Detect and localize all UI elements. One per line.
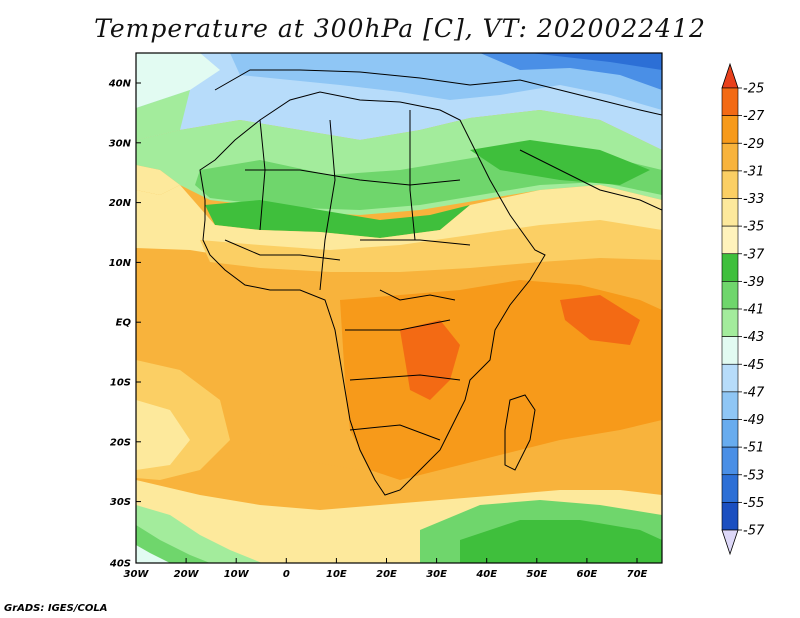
colorbar-swatch — [721, 170, 739, 199]
lat-tick-label: 30S — [110, 497, 131, 508]
lat-tick-label: 10S — [110, 378, 131, 389]
lon-tick-label: 40E — [475, 569, 497, 580]
temperature-field — [136, 53, 662, 563]
lon-tick-label: 10E — [326, 569, 347, 580]
colorbar-swatch — [721, 391, 739, 420]
lon-tick-label: 30E — [426, 569, 447, 580]
colorbar-label: -49 — [743, 413, 764, 428]
lat-tick-label: EQ — [116, 318, 132, 329]
colorbar-swatch — [721, 87, 739, 116]
colorbar-bottom-arrow — [721, 529, 739, 556]
colorbar-swatch — [721, 363, 739, 393]
colorbar-label: -57 — [743, 524, 765, 539]
lon-tick-label: 20E — [376, 569, 397, 580]
colorbar-label: -45 — [743, 358, 764, 373]
colorbar-swatch — [721, 336, 739, 365]
lon-tick-label: 50E — [526, 569, 547, 580]
colorbar-swatch — [721, 253, 739, 282]
colorbar-label: -25 — [743, 82, 764, 97]
lon-tick-label: 70E — [627, 569, 648, 580]
lat-tick-label: 30N — [109, 138, 132, 149]
colorbar: -25 -27 -29 -31 -33 -35 -37 -39 -41 -43 -45 -47 -49 -… — [721, 62, 765, 556]
lon-tick-label: 20W — [174, 569, 200, 580]
colorbar-swatch — [721, 115, 739, 144]
colorbar-swatch — [721, 225, 739, 255]
colorbar-swatch — [721, 446, 739, 476]
lon-tick-label: 0 — [283, 569, 290, 580]
latitude-axis: 40N 30N 20N 10N EQ 10S 20S 30S 40S — [108, 79, 141, 570]
colorbar-label: -39 — [743, 275, 764, 290]
lat-tick-label: 20N — [109, 198, 132, 209]
map-title: Temperature at 300hPa [C], VT: 202002241… — [94, 14, 706, 43]
colorbar-label: -53 — [743, 468, 764, 483]
colorbar-label: -47 — [743, 385, 765, 400]
colorbar-swatch — [721, 419, 739, 448]
longitude-axis: 30W 20W 10W 0 10E 20E 30E 40E 50E 60E 70E — [124, 558, 648, 580]
lon-tick-label: 60E — [577, 569, 598, 580]
map-frame — [135, 52, 663, 564]
colorbar-label: -51 — [743, 441, 764, 456]
colorbar-label: -29 — [743, 137, 764, 152]
colorbar-label: -37 — [743, 247, 765, 262]
colorbar-swatch — [721, 198, 739, 227]
lon-tick-label: 30W — [124, 569, 150, 580]
colorbar-swatch — [721, 502, 739, 531]
colorbar-swatch — [721, 308, 739, 337]
lon-tick-label: 10W — [224, 569, 250, 580]
colorbar-label: -27 — [743, 109, 765, 124]
colorbar-top-arrow — [721, 62, 739, 89]
colorbar-swatch — [721, 142, 739, 172]
colorbar-label: -43 — [743, 330, 764, 345]
colorbar-swatch — [721, 474, 739, 503]
grads-credit: GrADS: IGES/COLA — [4, 603, 108, 614]
colorbar-label: -31 — [743, 164, 764, 179]
lat-tick-label: 10N — [109, 258, 132, 269]
colorbar-label: -41 — [743, 303, 764, 318]
colorbar-label: -55 — [743, 496, 764, 511]
lat-tick-label: 40S — [109, 559, 131, 570]
lat-tick-label: 20S — [110, 437, 131, 448]
colorbar-label: -35 — [743, 220, 764, 235]
lat-tick-label: 40N — [108, 79, 132, 90]
colorbar-label: -33 — [743, 192, 764, 207]
colorbar-swatch — [721, 281, 739, 310]
